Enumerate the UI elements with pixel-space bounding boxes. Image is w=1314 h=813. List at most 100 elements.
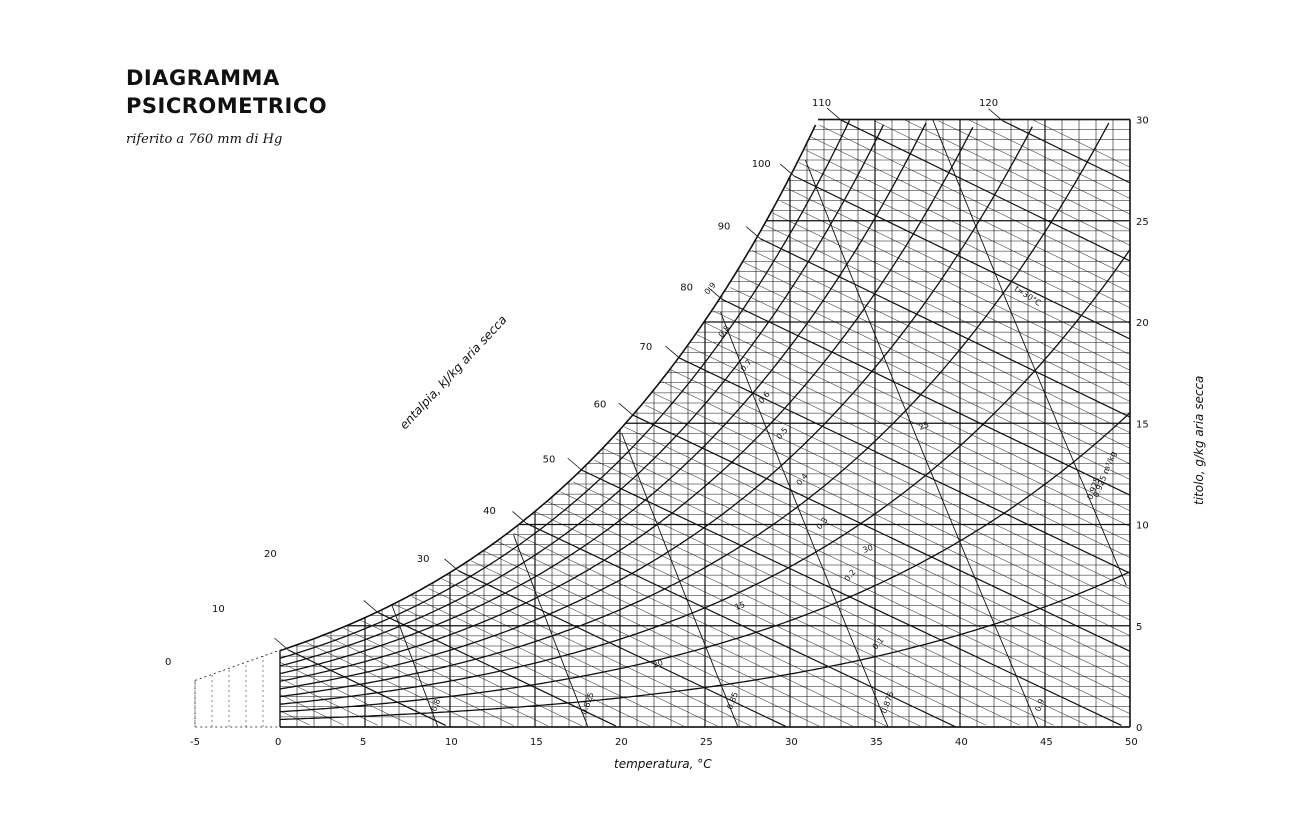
enthalpy-line (534, 511, 986, 726)
specific-volume-line (391, 605, 439, 728)
enthalpy-line (670, 369, 1131, 590)
wet-bulb-label: 25 (918, 420, 931, 432)
volume-unit-label: 0.925 m³/kg (1092, 450, 1119, 499)
enthalpy-line (411, 596, 684, 727)
enthalpy-line (840, 119, 1131, 262)
enthalpy-line (394, 604, 650, 727)
y-tick-label: 0 (1136, 723, 1142, 734)
enthalpy-line (819, 125, 1131, 277)
relative-humidity-curve (279, 122, 927, 675)
enthalpy-line (679, 357, 1131, 574)
enthalpy-line (721, 298, 1131, 496)
enthalpy-line (441, 578, 752, 727)
x-tick-label: 25 (700, 737, 713, 748)
enthalpy-tick-label: 90 (718, 221, 731, 232)
x-axis-label: temperatura, °C (614, 757, 712, 771)
enthalpy-scale-tick (618, 402, 634, 416)
label-layer: -5 0 5 10 15 20 25 30 35 40 45 50 0 5 10 15 20 25 30 0 10 20 3… (165, 98, 1206, 771)
enthalpy-line (377, 611, 617, 727)
enthalpy-line (1002, 120, 1131, 184)
x-tick-label: -5 (190, 737, 200, 748)
enthalpy-line (704, 322, 1131, 527)
enthalpy-axis-label: entalpia, kJ/kg aria secca (397, 313, 510, 432)
enthalpy-tick-label: 50 (543, 455, 556, 466)
enthalpy-line (496, 540, 888, 727)
enthalpy-scale-tick (745, 226, 761, 239)
enthalpy-line (279, 694, 344, 726)
enthalpy-line (738, 275, 1131, 465)
enthalpy-line (343, 628, 548, 726)
enthalpy-line (798, 162, 1131, 324)
x-tick-label: 50 (1125, 737, 1138, 748)
relative-humidity-curve (279, 122, 1110, 698)
x-tick-label: 35 (870, 737, 883, 748)
relative-humidity-curve (279, 124, 885, 667)
enthalpy-line (785, 187, 1131, 355)
enthalpy-line (471, 560, 820, 727)
relative-humidity-label: 0.1 (871, 636, 886, 652)
enthalpy-tick-label: 40 (483, 506, 496, 517)
enthalpy-line (938, 120, 1131, 215)
enthalpy-line (713, 310, 1131, 511)
enthalpy-scale-tick (707, 287, 723, 300)
enthalpy-line (513, 533, 922, 728)
x-tick-label: 15 (530, 737, 543, 748)
enthalpy-line (759, 238, 1131, 418)
x-tick-label: 45 (1040, 737, 1053, 748)
enthalpy-tick-label: 30 (417, 554, 430, 565)
enthalpy-line (279, 662, 412, 726)
y-tick-label: 10 (1136, 521, 1149, 532)
wet-bulb-label: 30 (862, 543, 875, 555)
enthalpy-line (1032, 119, 1131, 168)
x-tick-label: 10 (445, 737, 458, 748)
enthalpy-line (547, 501, 1020, 726)
enthalpy-line (624, 426, 1131, 668)
specific-volume-label: 0.875 (879, 690, 895, 715)
specific-volume-label: 0.825 (579, 691, 595, 716)
relative-humidity-label: 0.2 (843, 568, 858, 584)
enthalpy-line (279, 678, 378, 726)
enthalpy-line (305, 641, 480, 726)
enthalpy-line (793, 175, 1131, 340)
y-axis-label: titolo, g/kg aria secca (1192, 376, 1206, 505)
enthalpy-scale-tick (363, 600, 379, 613)
enthalpy-tick-label: 80 (680, 282, 693, 293)
enthalpy-line (594, 460, 1131, 714)
enthalpy-tick-label: 110 (812, 98, 831, 109)
enthalpy-line (483, 550, 854, 727)
enthalpy-line (581, 469, 1122, 726)
enthalpy-line (743, 261, 1131, 449)
x-tick-label: 0 (275, 737, 281, 748)
enthalpy-line (696, 334, 1131, 543)
enthalpy-line (764, 224, 1131, 402)
specific-volume-line (720, 311, 889, 728)
enthalpy-scale-tick (512, 511, 527, 524)
x-tick-label: 40 (955, 737, 968, 748)
x-tick-label: 20 (615, 737, 628, 748)
saturation-curve (279, 124, 817, 652)
enthalpy-line (526, 522, 957, 728)
enthalpy-line (730, 287, 1131, 480)
specific-volume-label: 0.8 (429, 698, 442, 713)
enthalpy-line (968, 119, 1131, 199)
x-tick-label: 5 (360, 737, 366, 748)
enthalpy-line (874, 120, 1131, 246)
enthalpy-tick-label: 70 (640, 342, 653, 353)
wet-bulb-label: 20 (652, 658, 665, 670)
enthalpy-line (653, 393, 1131, 621)
enthalpy-line (904, 119, 1131, 230)
enthalpy-line (806, 150, 1131, 309)
enthalpy-line (615, 438, 1131, 683)
enthalpy-tick-label: 10 (212, 604, 225, 615)
enthalpy-line (602, 448, 1131, 699)
enthalpy-line (279, 710, 310, 726)
enthalpy-line (560, 491, 1054, 726)
enthalpy-line (288, 649, 447, 727)
enthalpy-tick-label: 0 (165, 657, 171, 668)
enthalpy-line (687, 346, 1131, 558)
x-tick-label: 30 (785, 737, 798, 748)
y-tick-label: 25 (1136, 217, 1149, 228)
enthalpy-line (632, 414, 1131, 652)
specific-volume-line (621, 433, 739, 728)
